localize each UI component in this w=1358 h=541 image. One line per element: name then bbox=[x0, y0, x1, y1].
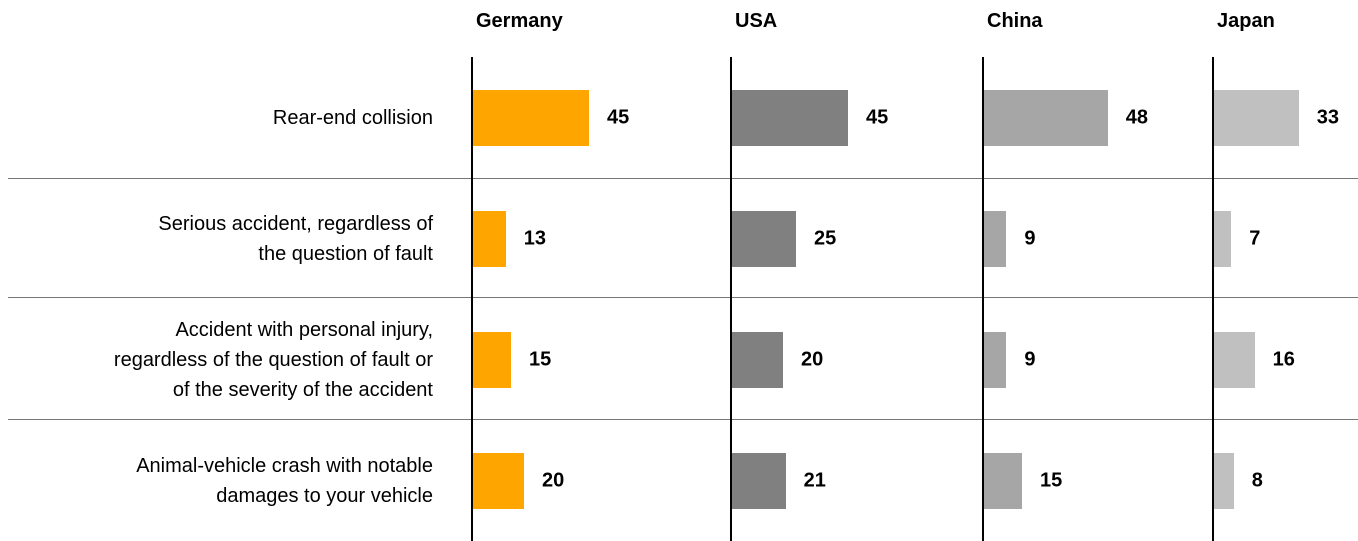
category-label: Accident with personal injury, regardles… bbox=[113, 319, 433, 401]
panel-axis bbox=[730, 57, 732, 541]
category-label: Animal-vehicle crash with notable damage… bbox=[136, 455, 433, 507]
value-label: 20 bbox=[801, 348, 824, 371]
value-label: 21 bbox=[803, 469, 826, 492]
bar bbox=[472, 453, 524, 509]
value-label: 8 bbox=[1251, 469, 1263, 492]
bar bbox=[731, 211, 796, 267]
row-separator bbox=[8, 178, 1358, 179]
category-label: Serious accident, regardless of the ques… bbox=[158, 213, 433, 265]
value-label: 25 bbox=[814, 227, 837, 250]
panel-title: USA bbox=[735, 10, 778, 32]
bar bbox=[1213, 332, 1255, 388]
row-separator bbox=[8, 297, 1358, 298]
bar bbox=[983, 90, 1108, 146]
value-label: 33 bbox=[1316, 106, 1340, 129]
value-label: 48 bbox=[1125, 106, 1149, 129]
bar bbox=[1213, 453, 1234, 509]
row-separator bbox=[8, 419, 1358, 420]
bar bbox=[472, 332, 511, 388]
value-label: 13 bbox=[523, 227, 547, 250]
panel-axis bbox=[471, 57, 473, 541]
value-label: 9 bbox=[1024, 227, 1036, 250]
value-label: 20 bbox=[542, 469, 565, 492]
panel-title: Japan bbox=[1217, 10, 1275, 32]
bar bbox=[1213, 90, 1299, 146]
bar bbox=[983, 453, 1022, 509]
value-label: 7 bbox=[1249, 227, 1261, 250]
panel-title: China bbox=[987, 10, 1043, 32]
bar bbox=[731, 90, 848, 146]
value-label: 15 bbox=[529, 348, 552, 371]
bar bbox=[983, 332, 1007, 388]
value-label: 45 bbox=[866, 106, 889, 129]
bar bbox=[472, 90, 589, 146]
value-label: 45 bbox=[607, 106, 630, 129]
bar bbox=[731, 332, 783, 388]
bar bbox=[1213, 211, 1232, 267]
bar bbox=[731, 453, 786, 509]
panel-axis bbox=[1212, 57, 1214, 541]
value-label: 9 bbox=[1024, 348, 1036, 371]
panel-axis bbox=[982, 57, 984, 541]
value-label: 15 bbox=[1040, 469, 1063, 492]
bar bbox=[472, 211, 506, 267]
category-label: Rear-end collision bbox=[272, 107, 433, 129]
value-label: 16 bbox=[1272, 348, 1295, 371]
bar bbox=[983, 211, 1007, 267]
panel-title: Germany bbox=[476, 10, 563, 32]
